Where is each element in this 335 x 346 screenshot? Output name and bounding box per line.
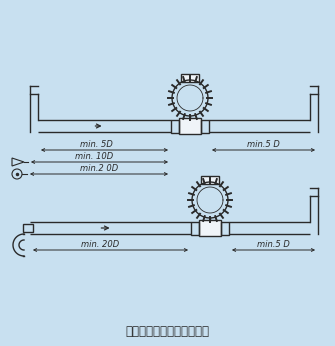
Bar [201,176,219,184]
Text: min.5 D: min.5 D [257,240,290,249]
Bar [201,119,209,133]
Text: min.5 D: min.5 D [247,140,280,149]
Bar [191,221,199,235]
Bar [221,221,229,235]
Text: min. 10D: min. 10D [75,152,114,161]
Text: 弯管、阀门和泵之间的安装: 弯管、阀门和泵之间的安装 [126,325,209,338]
Bar [181,74,199,82]
Bar [199,220,221,236]
Bar [23,224,33,232]
Text: min. 5D: min. 5D [80,140,113,149]
Bar [171,119,179,133]
Text: min. 20D: min. 20D [81,240,120,249]
Text: min.2 0D: min.2 0D [80,164,118,173]
Bar [179,118,201,134]
